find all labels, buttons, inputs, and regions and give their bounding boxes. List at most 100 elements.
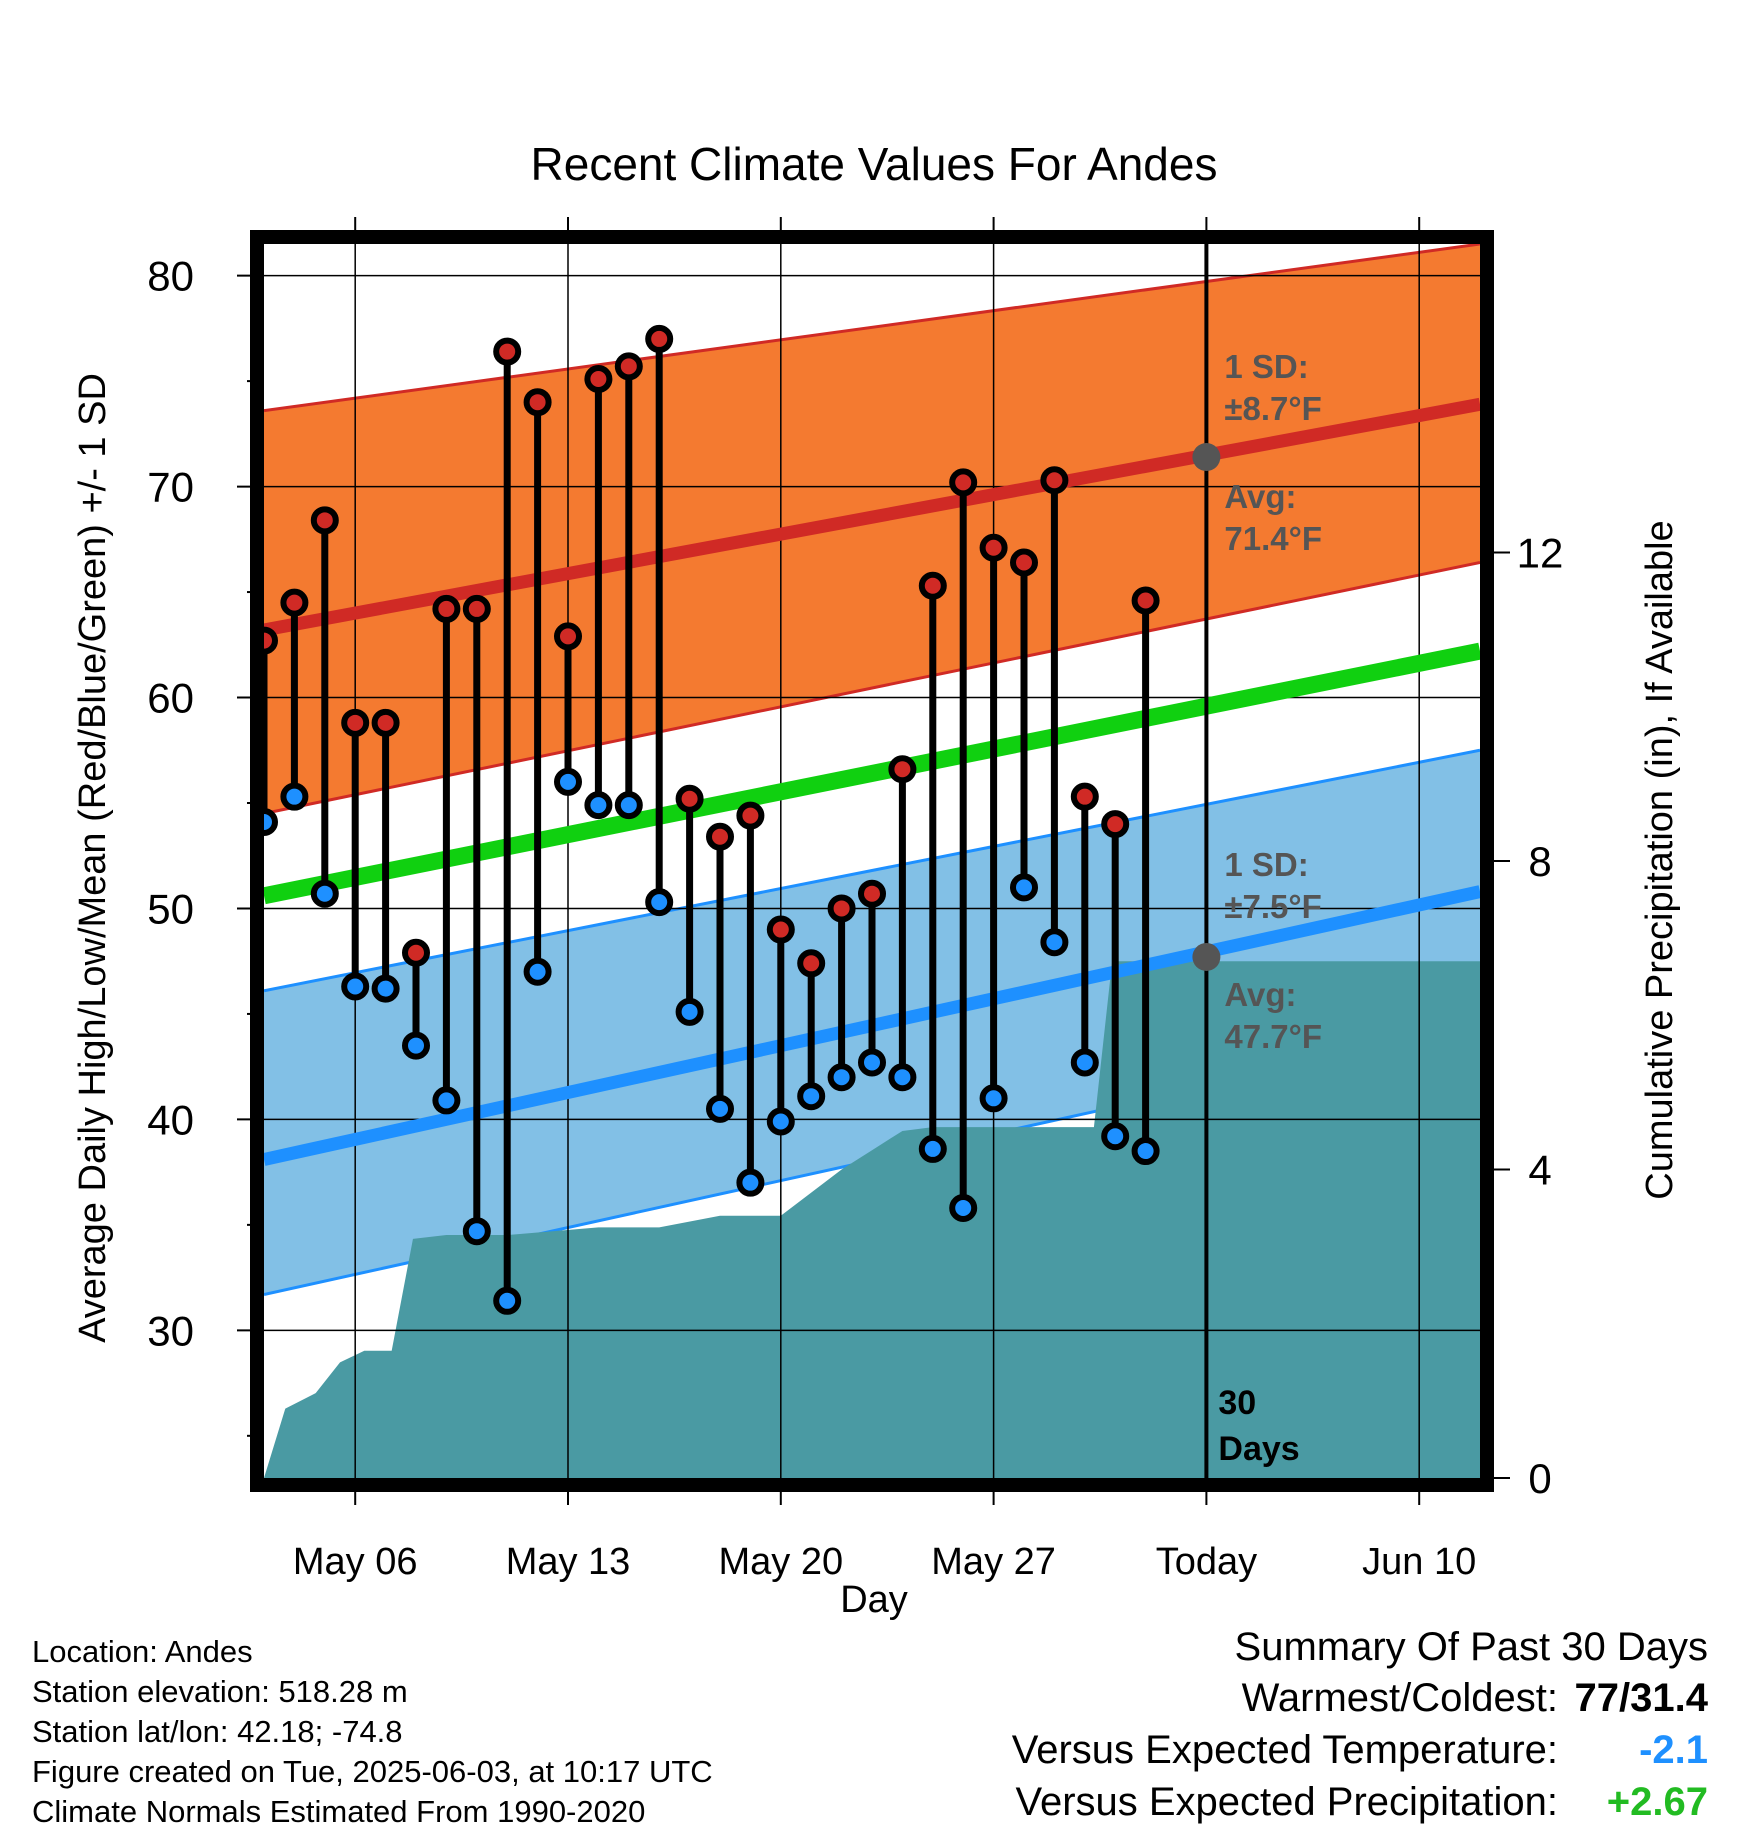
- daily-low-point: [888, 1063, 917, 1092]
- created-text: Figure created on Tue, 2025-06-03, at 10…: [32, 1754, 713, 1789]
- daily-high-point: [402, 938, 430, 967]
- today-low-avg-marker: [1192, 942, 1221, 971]
- temp-label: Versus Expected Temperature:: [1011, 1728, 1558, 1772]
- plot-content: 1 SD: ±8.7°F Avg: 71.4°F 1 SD: ±7.5°F Avg: 47.7…: [264, 244, 1480, 1478]
- climate-chart: Recent Climate Values For Andes 1 SD: ±8.…: [72, 138, 1681, 1621]
- daily-low-point: [1010, 873, 1038, 902]
- daily-low-point: [645, 888, 674, 917]
- daily-low-point: [280, 782, 309, 811]
- daily-high-point: [1040, 466, 1069, 495]
- y-tick-label: 40: [147, 1096, 194, 1143]
- daily-low-point: [706, 1094, 734, 1123]
- daily-low-point: [523, 957, 552, 986]
- temp-value: -2.1: [1639, 1728, 1708, 1772]
- y-tick-label: 30: [147, 1307, 194, 1354]
- daily-high-point: [341, 708, 370, 737]
- daily-low-point: [493, 1286, 522, 1315]
- daily-high-point: [766, 915, 795, 944]
- daily-low-point: [264, 807, 278, 836]
- y-tick-label: 60: [147, 675, 194, 722]
- daily-high-point: [736, 801, 765, 830]
- daily-high-point: [371, 708, 400, 737]
- today-high-avg-marker: [1192, 443, 1221, 472]
- daily-high-point: [888, 755, 917, 784]
- daily-high-point: [645, 324, 674, 353]
- summary-precip-row: Versus Expected Precipitation: +2.67: [808, 1776, 1708, 1828]
- daily-high-point: [675, 784, 704, 813]
- high-sd-label: 1 SD:: [1224, 348, 1308, 385]
- chart-title: Recent Climate Values For Andes: [531, 138, 1218, 190]
- daily-high-point: [979, 533, 1008, 562]
- high-band-upper-edge: [264, 244, 1480, 413]
- daily-low-point: [918, 1134, 947, 1163]
- x-tick-label: Today: [1156, 1541, 1257, 1583]
- daily-high-point: [280, 588, 309, 617]
- daily-high-point: [949, 468, 978, 497]
- y-tick-label: 70: [147, 464, 194, 511]
- low-avg-label: Avg:: [1224, 976, 1296, 1013]
- precip-label: Versus Expected Precipitation:: [1015, 1780, 1558, 1824]
- daily-high-point: [493, 337, 522, 366]
- warmest-label: Warmest/Coldest:: [1241, 1676, 1558, 1720]
- x-tick-label: Jun 10: [1362, 1541, 1476, 1583]
- daily-low-point: [1070, 1048, 1099, 1077]
- daily-low-point: [827, 1063, 856, 1092]
- daily-low-point: [979, 1084, 1008, 1113]
- low-sd-value: ±7.5°F: [1224, 888, 1321, 925]
- daily-low-point: [1131, 1137, 1160, 1166]
- y-tick-label: 80: [147, 253, 194, 300]
- low-sd-label: 1 SD:: [1224, 846, 1308, 883]
- elevation-text: Station elevation: 518.28 m: [32, 1674, 408, 1709]
- daily-low-point: [432, 1086, 461, 1115]
- warmest-value: 77/31.4: [1574, 1676, 1708, 1720]
- location-text: Location: Andes: [32, 1634, 253, 1669]
- y-tick-label: 50: [147, 885, 194, 932]
- normals-text: Climate Normals Estimated From 1990-2020: [32, 1794, 646, 1829]
- y-axis-label: Average Daily High/Low/Mean (Red/Blue/Gr…: [72, 373, 114, 1343]
- daily-high-point: [310, 506, 339, 535]
- x-tick-label: May 13: [506, 1541, 631, 1583]
- plot-area: 1 SD: ±8.7°F Avg: 71.4°F 1 SD: ±7.5°F Avg: 47.7…: [264, 244, 1480, 1478]
- x-tick-label: May 06: [293, 1541, 418, 1583]
- daily-high-point: [554, 622, 582, 651]
- daily-low-point: [584, 791, 613, 820]
- y2-tick-label: 4: [1528, 1147, 1551, 1194]
- daily-low-point: [310, 879, 339, 908]
- latlon-text: Station lat/lon: 42.18; -74.8: [32, 1714, 403, 1749]
- y2-tick-label: 0: [1528, 1455, 1551, 1502]
- y2-tick-label: 12: [1517, 530, 1564, 577]
- daily-low-point: [1101, 1122, 1130, 1151]
- daily-high-point: [706, 822, 734, 851]
- summary-heading: Summary Of Past 30 Days: [1234, 1625, 1708, 1669]
- daily-low-point: [766, 1107, 795, 1136]
- precip-value: +2.67: [1606, 1780, 1708, 1824]
- high-avg-label: Avg:: [1224, 478, 1296, 515]
- daily-low-point: [371, 974, 400, 1003]
- daily-high-point: [858, 879, 886, 908]
- daily-low-point: [949, 1193, 978, 1222]
- y2-tick-label: 8: [1528, 838, 1551, 885]
- daily-low-point: [341, 972, 370, 1001]
- daily-high-point: [1131, 586, 1160, 615]
- high-band-lower-edge: [264, 561, 1480, 816]
- normal-mean-line: [264, 642, 1480, 905]
- station-info: Location: Andes Station elevation: 518.2…: [32, 1632, 713, 1832]
- daily-high-point: [264, 626, 278, 655]
- summary-panel: Summary Of Past 30 Days Warmest/Coldest:…: [808, 1622, 1708, 1828]
- axes: 30 40 50 60 70 80 0 4 8 12 May 06 May 13 May 20 May 2…: [147, 217, 1563, 1583]
- daily-low-point: [1040, 928, 1069, 957]
- high-sd-value: ±8.7°F: [1224, 390, 1321, 427]
- days-count-label: 30: [1218, 1384, 1256, 1422]
- y2-axis-label: Cumulative Precipitation (in), If Availa…: [1639, 520, 1681, 1199]
- daily-high-point: [584, 365, 613, 394]
- daily-high-point: [1101, 810, 1130, 839]
- daily-high-point: [462, 594, 491, 623]
- high-avg-value: 71.4°F: [1224, 520, 1322, 557]
- daily-low-point: [402, 1031, 430, 1060]
- daily-low-point: [736, 1168, 765, 1197]
- days-unit-label: Days: [1218, 1430, 1299, 1468]
- daily-high-point: [523, 388, 552, 417]
- daily-high-point: [1070, 782, 1099, 811]
- x-tick-label: May 27: [931, 1541, 1056, 1583]
- summary-temp-row: Versus Expected Temperature: -2.1: [808, 1724, 1708, 1776]
